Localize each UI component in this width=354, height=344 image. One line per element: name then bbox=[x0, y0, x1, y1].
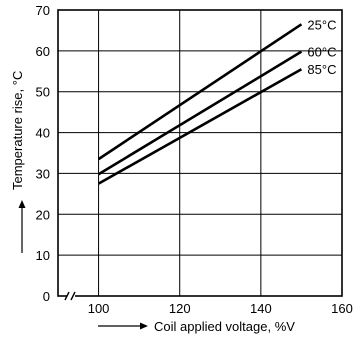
series-line bbox=[97, 23, 303, 161]
axis-break-slash bbox=[64, 291, 70, 301]
y-tick-label: 40 bbox=[36, 126, 50, 141]
series-lines bbox=[97, 23, 303, 185]
x-tick-label: 160 bbox=[331, 301, 353, 316]
series-label: 60°C bbox=[307, 45, 336, 60]
y-tick-label: 0 bbox=[43, 289, 50, 304]
y-tick-labels: 0 10 20 30 40 50 60 70 bbox=[36, 3, 50, 304]
x-tick-label: 140 bbox=[250, 301, 272, 316]
axis-break-mark bbox=[64, 291, 76, 301]
x-axis-title-group: Coil applied voltage, %V bbox=[98, 319, 295, 334]
x-axis-title: Coil applied voltage, %V bbox=[154, 319, 295, 334]
axis-break-gap bbox=[67, 293, 75, 299]
series-label: 85°C bbox=[307, 62, 336, 77]
y-axis-arrowhead bbox=[18, 200, 26, 208]
y-tick-label: 30 bbox=[36, 166, 50, 181]
series-label: 25°C bbox=[307, 17, 336, 32]
y-tick-label: 20 bbox=[36, 207, 50, 222]
x-tick-labels: 100 120 140 160 bbox=[88, 301, 353, 316]
y-axis-title: Temperature rise, °C bbox=[10, 71, 25, 190]
y-tick-label: 60 bbox=[36, 44, 50, 59]
series-line bbox=[97, 68, 303, 185]
series-labels: 25°C 60°C 85°C bbox=[307, 17, 336, 77]
x-tick-label: 100 bbox=[88, 301, 110, 316]
plot-frame bbox=[57, 9, 343, 297]
y-tick-label: 10 bbox=[36, 248, 50, 263]
axis-break-slash bbox=[70, 291, 76, 301]
series-line bbox=[97, 50, 303, 176]
y-axis-title-group: Temperature rise, °C bbox=[10, 71, 26, 253]
x-axis-arrowhead bbox=[140, 322, 148, 330]
y-tick-label: 50 bbox=[36, 85, 50, 100]
y-tick-label: 70 bbox=[36, 3, 50, 18]
x-tick-label: 120 bbox=[169, 301, 191, 316]
